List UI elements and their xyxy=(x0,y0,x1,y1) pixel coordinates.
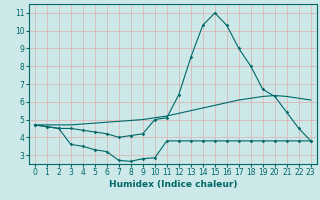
X-axis label: Humidex (Indice chaleur): Humidex (Indice chaleur) xyxy=(108,180,237,189)
